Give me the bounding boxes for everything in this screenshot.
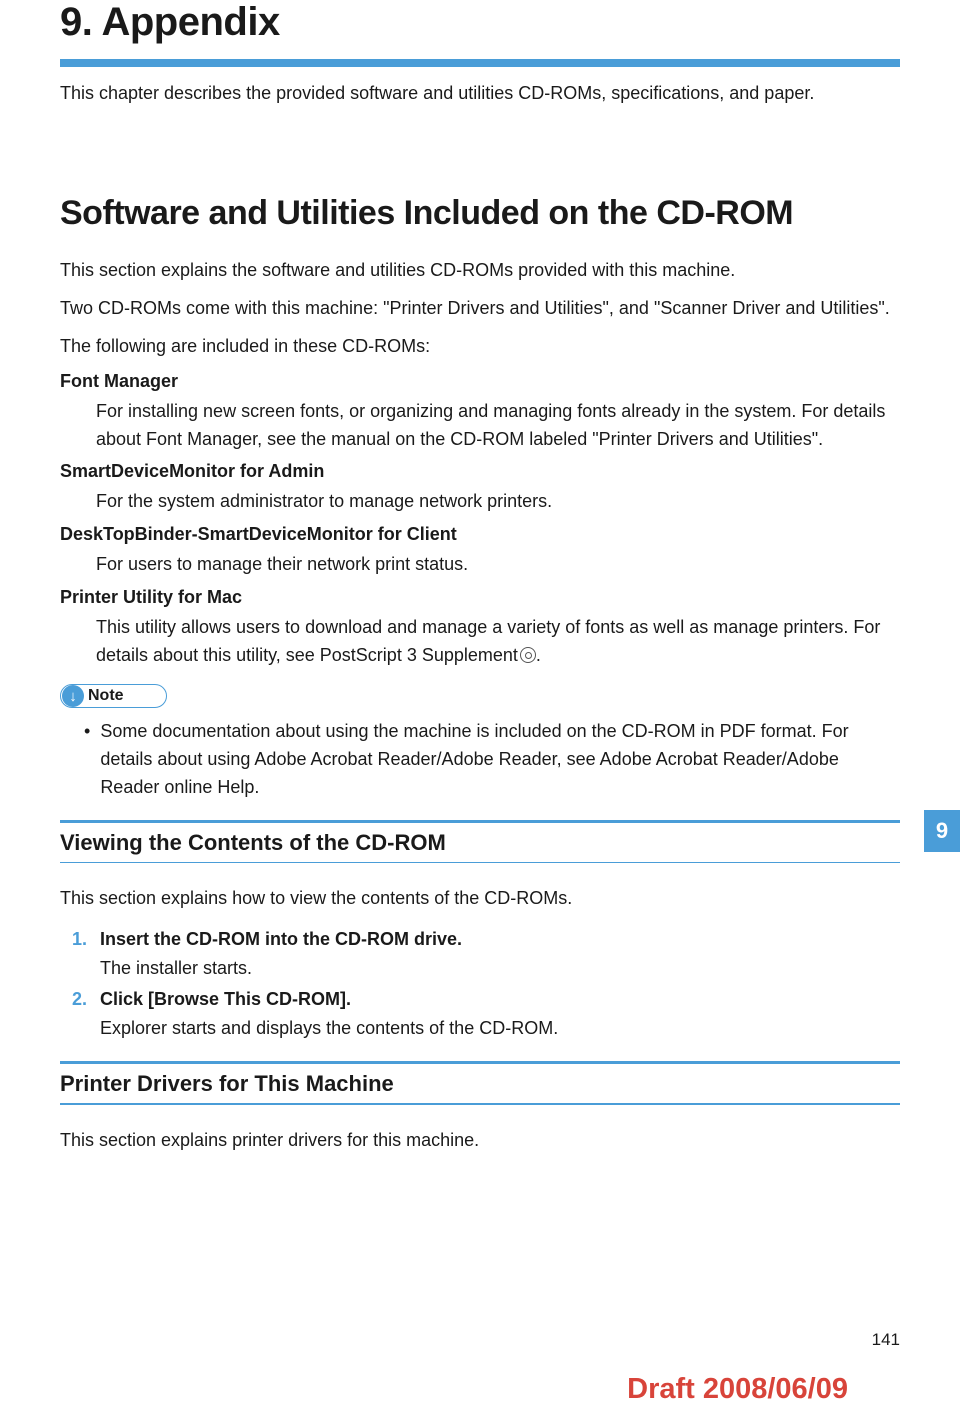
subsection-rule-bottom	[60, 1103, 900, 1105]
step-row: 2. Click [Browse This CD-ROM].	[72, 989, 900, 1010]
step-desc: Explorer starts and displays the content…	[100, 1018, 900, 1039]
subsection-intro: This section explains how to view the co…	[60, 885, 900, 913]
note-label: Note	[88, 687, 124, 705]
item-desc: For installing new screen fonts, or orga…	[96, 398, 900, 454]
cd-icon	[520, 647, 536, 663]
section-title: Software and Utilities Included on the C…	[60, 194, 900, 233]
item-label: DeskTopBinder-SmartDeviceMonitor for Cli…	[60, 524, 900, 545]
item-desc: This utility allows users to download an…	[96, 614, 900, 670]
chapter-title: 9. Appendix	[60, 0, 900, 45]
item-desc: For the system administrator to manage n…	[96, 488, 900, 516]
step-desc: The installer starts.	[100, 958, 900, 979]
section-paragraph: Two CD-ROMs come with this machine: "Pri…	[60, 295, 900, 323]
item-desc-text: .	[536, 645, 541, 665]
item-label: SmartDeviceMonitor for Admin	[60, 461, 900, 482]
step-text: Insert the CD-ROM into the CD-ROM drive.	[100, 929, 462, 950]
bullet-marker: •	[84, 718, 90, 802]
subsection-rule-bottom	[60, 862, 900, 864]
down-arrow-icon: ↓	[62, 685, 84, 707]
step-number: 1.	[72, 929, 100, 950]
step-number: 2.	[72, 989, 100, 1010]
step-row: 1. Insert the CD-ROM into the CD-ROM dri…	[72, 929, 900, 950]
chapter-title-rule	[60, 59, 900, 67]
draft-stamp: Draft 2008/06/09	[627, 1373, 848, 1406]
chapter-intro: This chapter describes the provided soft…	[60, 83, 900, 104]
section-paragraph: This section explains the software and u…	[60, 257, 900, 285]
note-bullet-text: Some documentation about using the machi…	[100, 718, 900, 802]
subsection-title: Viewing the Contents of the CD-ROM	[60, 823, 900, 862]
item-label: Printer Utility for Mac	[60, 587, 900, 608]
item-desc: For users to manage their network print …	[96, 551, 900, 579]
item-desc-text: This utility allows users to download an…	[96, 617, 880, 665]
chapter-side-tab: 9	[924, 810, 960, 852]
section-paragraph: The following are included in these CD-R…	[60, 333, 900, 361]
item-label: Font Manager	[60, 371, 900, 392]
step-text: Click [Browse This CD-ROM].	[100, 989, 351, 1010]
note-badge: ↓ Note	[60, 684, 167, 708]
note-bullet-item: • Some documentation about using the mac…	[84, 718, 900, 802]
page-number: 141	[872, 1330, 900, 1350]
subsection-intro: This section explains printer drivers fo…	[60, 1127, 900, 1155]
subsection-title: Printer Drivers for This Machine	[60, 1064, 900, 1103]
